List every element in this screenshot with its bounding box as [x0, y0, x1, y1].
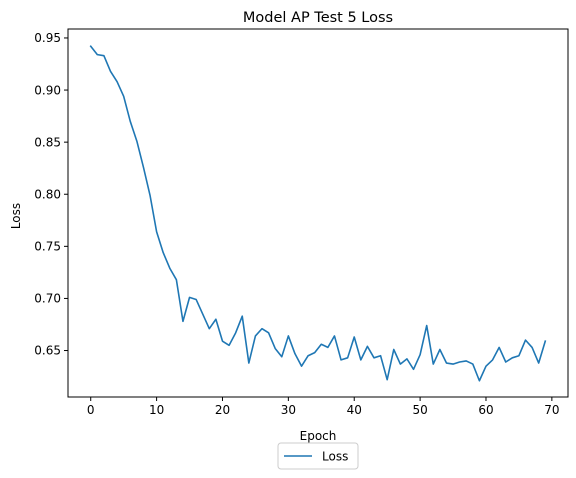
x-tick-label: 60: [478, 403, 493, 417]
x-tick-label: 70: [544, 403, 559, 417]
x-tick-label: 20: [215, 403, 230, 417]
y-tick-label: 0.70: [34, 292, 61, 306]
y-axis: 0.65 0.70 0.75 0.80 0.85 0.90 0.95: [34, 31, 68, 358]
x-tick-label: 10: [149, 403, 164, 417]
y-tick-label: 0.65: [34, 344, 61, 358]
y-tick-label: 0.85: [34, 135, 61, 149]
chart-title: Model AP Test 5 Loss: [243, 10, 393, 26]
x-tick-label: 30: [281, 403, 296, 417]
x-axis-label: Epoch: [300, 429, 337, 443]
series-line-loss: [89, 45, 547, 382]
x-tick-label: 0: [87, 403, 95, 417]
x-axis: 0 10 20 30 40 50 60 70: [87, 397, 560, 417]
legend: Loss: [277, 442, 359, 470]
y-tick-label: 0.90: [34, 83, 61, 97]
x-tick-label: 50: [412, 403, 427, 417]
plot-area: [89, 45, 547, 382]
axes-frame: [67, 28, 569, 398]
legend-box: [277, 442, 359, 470]
y-tick-label: 0.75: [34, 240, 61, 254]
x-tick-label: 40: [347, 403, 362, 417]
y-tick-label: 0.80: [34, 187, 61, 201]
y-tick-label: 0.95: [34, 31, 61, 45]
legend-label: Loss: [322, 450, 348, 464]
y-axis-label: Loss: [9, 203, 23, 229]
